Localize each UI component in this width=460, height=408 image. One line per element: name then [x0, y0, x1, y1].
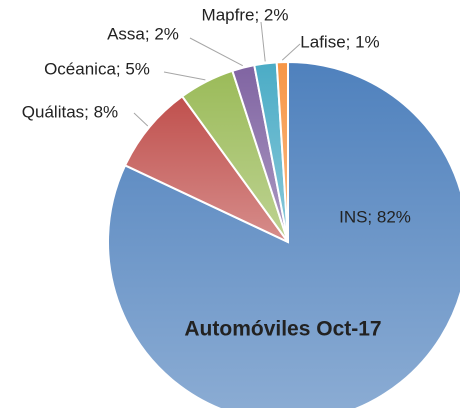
- slice-shade: [108, 62, 460, 408]
- leader-line: [189, 37, 243, 67]
- data-label: Lafise; 1%: [300, 32, 379, 51]
- slice-shade: [232, 65, 288, 242]
- data-label: Quálitas; 8%: [22, 102, 118, 121]
- data-label: Océanica; 5%: [44, 59, 150, 78]
- chart-title: Automóviles Oct-17: [184, 318, 381, 341]
- slice-shade: [182, 70, 288, 242]
- data-label: Assa; 2%: [107, 24, 179, 43]
- leader-line: [281, 43, 301, 61]
- slice-shade: [125, 96, 288, 242]
- leader-line: [163, 71, 206, 81]
- slice-shade: [254, 62, 288, 242]
- data-label: INS; 82%: [339, 207, 411, 226]
- leader-line: [133, 112, 149, 127]
- slice-shade: [276, 62, 288, 242]
- pie: [107, 60, 460, 408]
- data-label: Mapfre; 2%: [202, 5, 289, 24]
- leader-line: [260, 21, 266, 62]
